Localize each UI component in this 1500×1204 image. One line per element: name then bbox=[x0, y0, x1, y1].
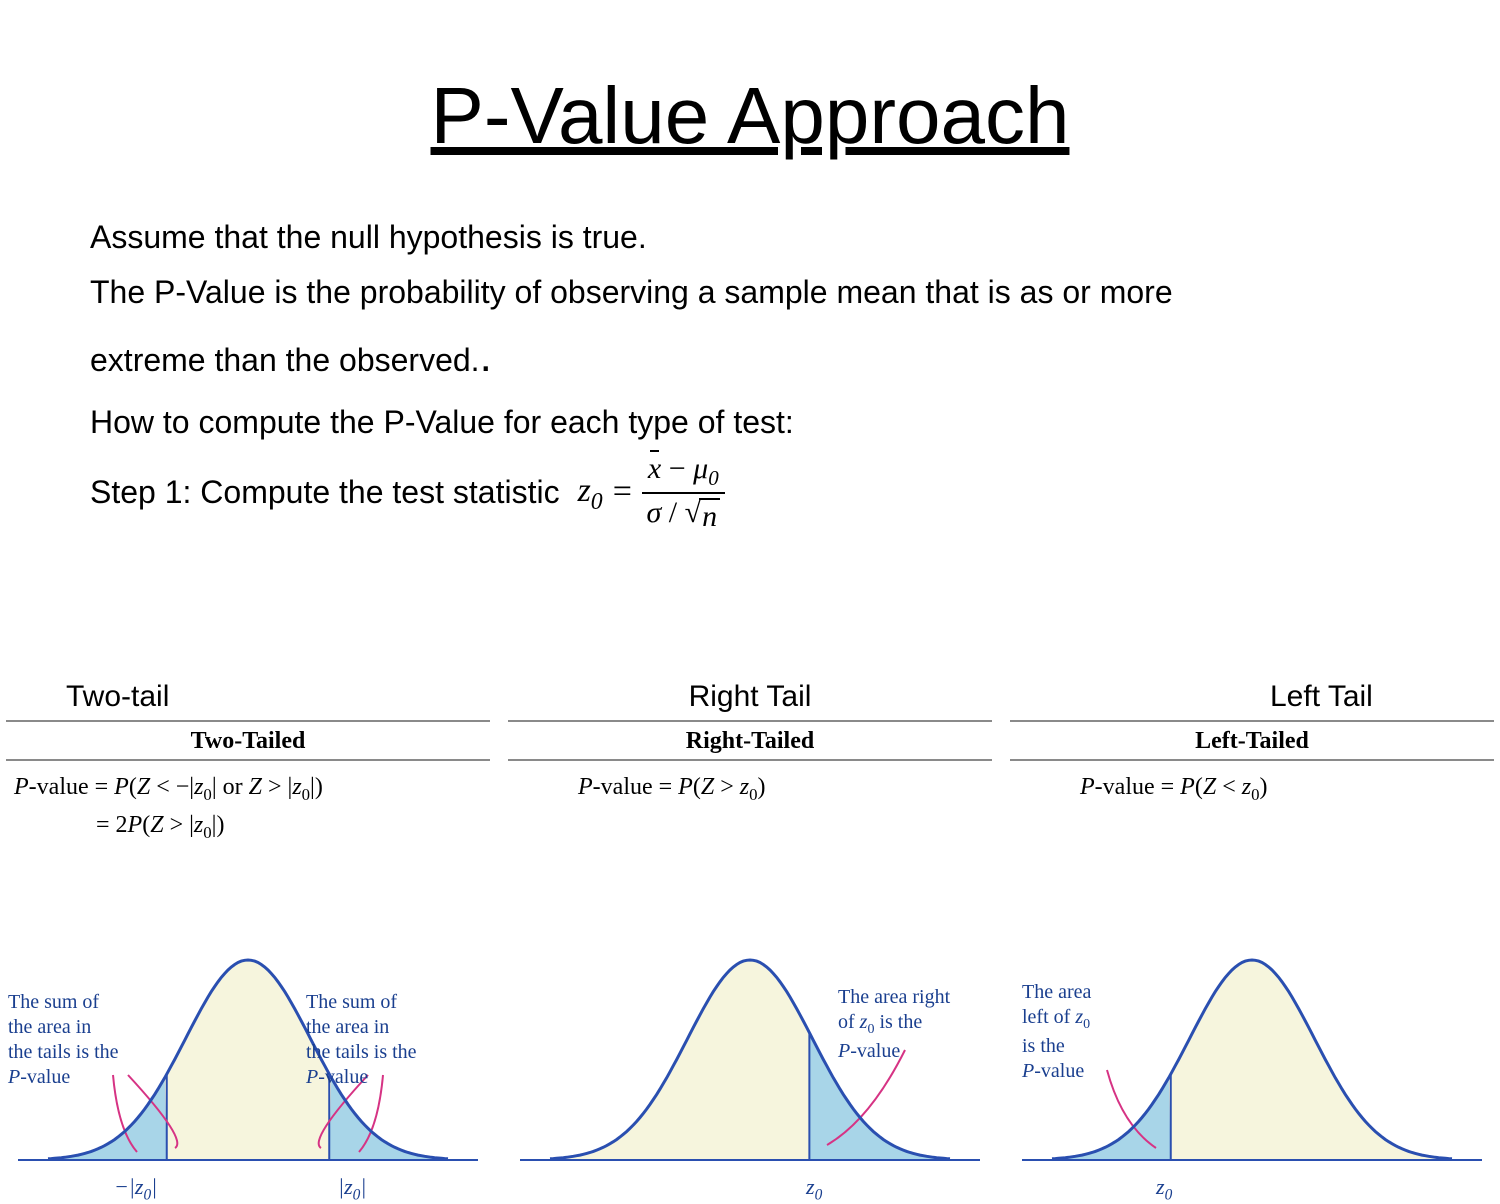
panel-left-tailed-label: Left Tail bbox=[1270, 680, 1494, 714]
step1-text: Step 1: Compute the test statistic bbox=[90, 467, 560, 518]
two-tailed-formula: P-value = P(Z < −|z0| or Z > |z0|) = 2P(… bbox=[6, 761, 490, 845]
intro-line1: Assume that the null hypothesis is true. bbox=[90, 212, 1410, 263]
panel-right-tailed: Right Tail Right-Tailed P-value = P(Z > … bbox=[502, 680, 998, 1200]
page-title: P-Value Approach bbox=[0, 70, 1500, 162]
intro-line2: The P-Value is the probability of observ… bbox=[90, 267, 1410, 318]
panel-two-tailed: Two-tail Two-Tailed P-value = P(Z < −|z0… bbox=[0, 680, 496, 1200]
panels-row: Two-tail Two-Tailed P-value = P(Z < −|z0… bbox=[0, 680, 1500, 1200]
left-tailed-annot: The arealeft of z0is theP-value bbox=[1022, 980, 1091, 1084]
right-tailed-axis: z0 bbox=[806, 1174, 822, 1204]
left-tailed-formula: P-value = P(Z < z0) bbox=[1010, 761, 1494, 807]
intro-line3: extreme than the observed.. bbox=[90, 322, 1410, 392]
intro-text: Assume that the null hypothesis is true.… bbox=[90, 212, 1410, 533]
two-tailed-annot-left: The sum ofthe area inthe tails is theP-v… bbox=[8, 990, 119, 1090]
panel-right-tailed-label: Right Tail bbox=[508, 680, 992, 714]
panel-left-tailed-header: Left-Tailed bbox=[1010, 722, 1494, 761]
z-formula: z0 = x − μ0 σ / √n bbox=[578, 452, 725, 533]
intro-line4: How to compute the P-Value for each type… bbox=[90, 397, 1410, 448]
right-tailed-formula: P-value = P(Z > z0) bbox=[508, 761, 992, 807]
two-tailed-annot-right: The sum ofthe area inthe tails is theP-v… bbox=[306, 990, 417, 1090]
right-tailed-annot: The area rightof z0 is theP-value bbox=[838, 985, 950, 1064]
two-tailed-axis-right: |z0| bbox=[338, 1174, 366, 1204]
left-tailed-axis: z0 bbox=[1156, 1174, 1172, 1204]
panel-left-tailed: Left Tail Left-Tailed P-value = P(Z < z0… bbox=[1004, 680, 1500, 1200]
panel-two-tailed-header: Two-Tailed bbox=[6, 722, 490, 761]
panel-right-tailed-header: Right-Tailed bbox=[508, 722, 992, 761]
panel-two-tailed-label: Two-tail bbox=[66, 680, 490, 714]
two-tailed-axis-left: −|z0| bbox=[114, 1174, 157, 1204]
